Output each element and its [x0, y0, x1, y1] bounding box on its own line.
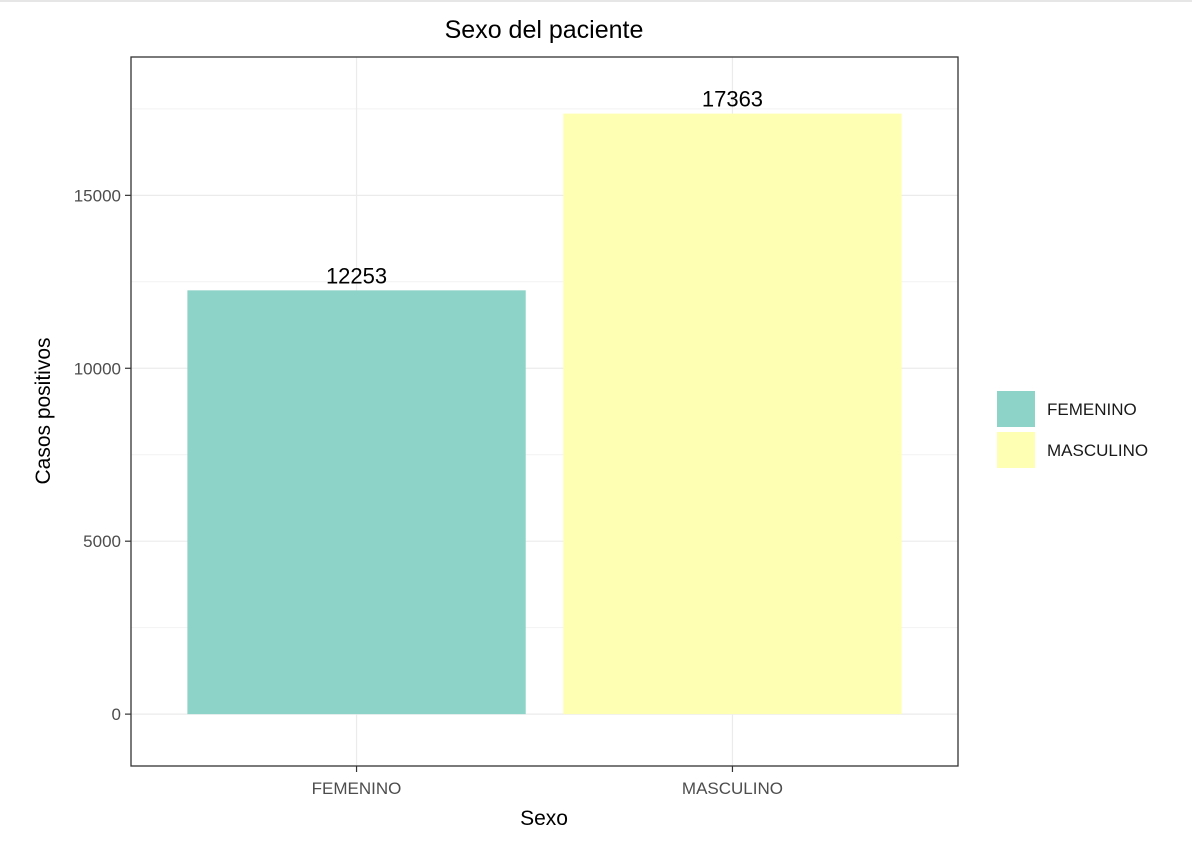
- y-tick-label: 5000: [83, 532, 121, 551]
- bar-femenino: [187, 290, 526, 715]
- legend-label-masculino: MASCULINO: [1047, 441, 1148, 460]
- y-tick-label: 0: [112, 705, 121, 724]
- chart-title: Sexo del paciente: [445, 16, 644, 44]
- legend: FEMENINO MASCULINO: [997, 391, 1148, 468]
- legend-key-masculino: [997, 432, 1035, 468]
- y-tick-label: 10000: [74, 359, 121, 378]
- y-axis-title: Casos positivos: [32, 337, 55, 484]
- panel-border: [130, 56, 959, 767]
- x-axis: FEMENINO MASCULINO: [312, 766, 783, 798]
- x-tick-label: MASCULINO: [682, 779, 783, 798]
- bar-masculino: [563, 113, 902, 715]
- y-tick-label: 15000: [74, 186, 121, 205]
- y-axis: 0 5000 10000 15000: [74, 186, 131, 724]
- data-labels: 12253 17363: [326, 87, 763, 289]
- x-axis-title: Sexo: [520, 807, 568, 830]
- bars: [187, 113, 902, 715]
- data-label-femenino: 12253: [326, 263, 387, 288]
- x-tick-label: FEMENINO: [312, 779, 402, 798]
- top-rule: [0, 0, 1192, 2]
- legend-label-femenino: FEMENINO: [1047, 400, 1137, 419]
- data-label-masculino: 17363: [702, 87, 763, 112]
- legend-key-femenino: [997, 391, 1035, 427]
